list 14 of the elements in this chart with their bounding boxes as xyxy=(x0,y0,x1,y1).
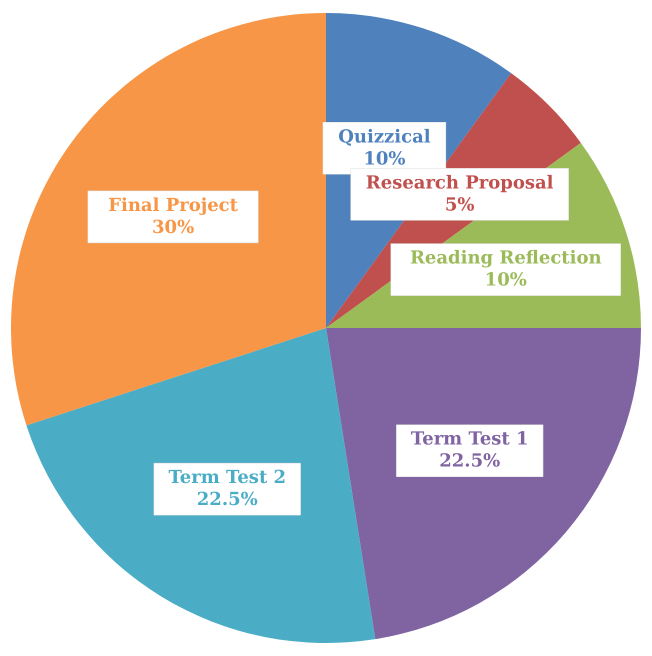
data-label: 30% xyxy=(152,216,194,238)
data-label: 22.5% xyxy=(196,489,258,510)
data-label: 10% xyxy=(363,148,406,170)
data-label: 5% xyxy=(444,194,474,216)
pie-slice xyxy=(26,328,376,643)
slice-label: Research Proposal xyxy=(366,172,554,194)
slice-label: Reading Reflection xyxy=(410,248,602,269)
slice-label: Term Test 1 xyxy=(410,428,529,450)
slice-label: Final Project xyxy=(108,194,239,216)
slice-label: Term Test 2 xyxy=(168,467,286,488)
slice-label: Quizzical xyxy=(338,126,431,148)
data-label: 22.5% xyxy=(439,450,500,472)
pie-slice xyxy=(12,13,326,426)
data-label: 10% xyxy=(484,270,527,291)
